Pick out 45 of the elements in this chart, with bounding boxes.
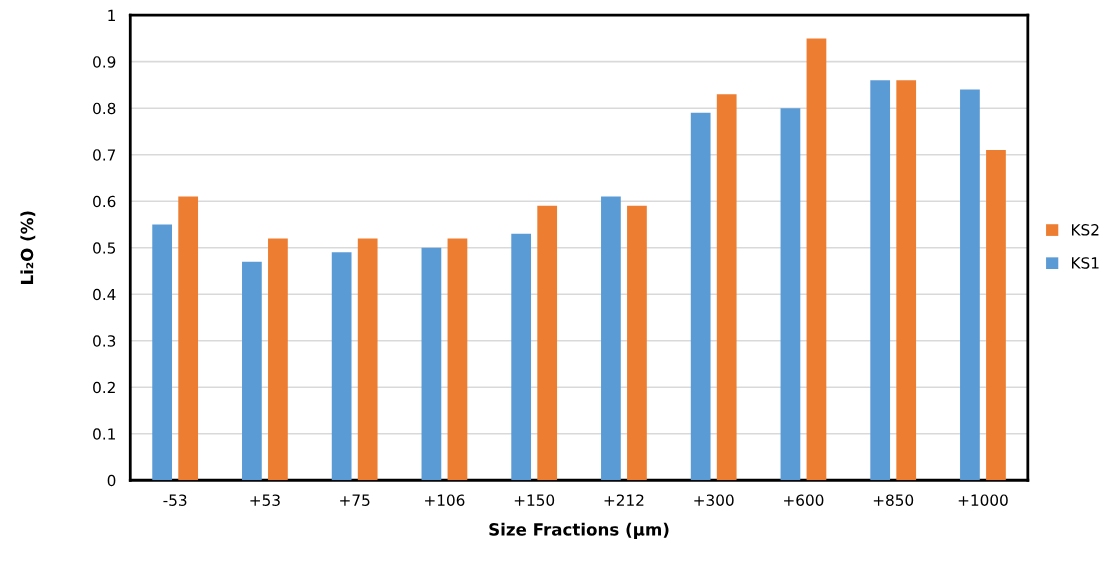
y-tick-label: 0.3	[93, 335, 116, 347]
x-tick-label: +300	[694, 494, 734, 506]
x-axis-title: Size Fractions (µm)	[489, 522, 669, 539]
bar	[716, 94, 737, 481]
bar	[986, 150, 1006, 481]
bar	[537, 205, 558, 481]
bar	[421, 247, 442, 481]
y-axis-title: Li₂O (%)	[20, 211, 36, 284]
y-tick-label: 0.2	[93, 381, 115, 394]
y-tick-label: 0.5	[93, 242, 116, 254]
x-tick-label: +150	[514, 494, 555, 506]
x-tick-label: +106	[425, 494, 465, 506]
bar	[511, 233, 532, 481]
y-tick-label: 0.6	[93, 195, 116, 208]
bar	[152, 224, 173, 481]
bar	[447, 238, 468, 481]
x-tick-label: +1000	[958, 494, 1008, 506]
y-tick-label: 1	[108, 9, 115, 22]
bar	[896, 80, 917, 481]
legend-label: KS1	[1072, 257, 1099, 269]
bar	[268, 238, 288, 481]
y-tick-label: 0.1	[93, 428, 115, 440]
bar	[601, 196, 621, 481]
legend-label: KS2	[1072, 224, 1099, 236]
bar	[870, 80, 891, 481]
x-tick-label: +600	[784, 494, 824, 506]
x-tick-label: +212	[604, 494, 644, 506]
bar	[331, 252, 352, 481]
x-tick-label: -53	[163, 494, 187, 506]
y-tick-label: 0.4	[93, 288, 116, 301]
x-tick-label: +75	[340, 494, 370, 506]
bar	[780, 108, 801, 481]
x-tick-label: +850	[873, 494, 914, 506]
bar	[960, 89, 980, 481]
bar	[806, 38, 827, 481]
y-tick-label: 0.9	[93, 56, 116, 68]
x-tick-label: +53	[250, 494, 280, 506]
bar	[690, 112, 711, 481]
y-tick-label: 0	[107, 474, 116, 487]
y-tick-label: 0.8	[93, 102, 116, 115]
y-tick-label: 0.7	[93, 149, 116, 161]
bar	[627, 205, 647, 481]
bar	[178, 196, 199, 481]
bar	[242, 261, 262, 481]
bar	[357, 238, 378, 481]
